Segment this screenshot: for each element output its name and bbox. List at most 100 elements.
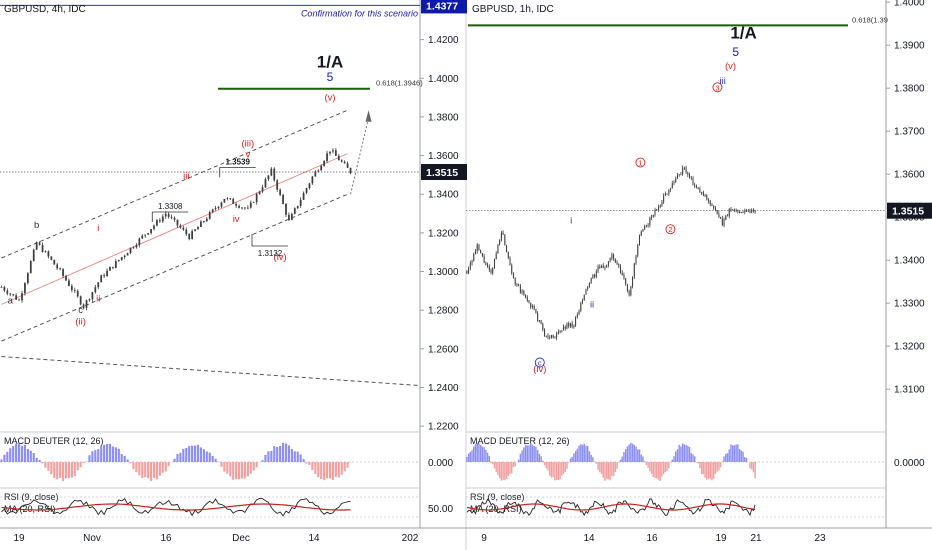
date-label: Dec [232, 533, 250, 544]
candle-body [723, 219, 725, 226]
candle-body [564, 326, 566, 329]
price-level-label: 1.3132 [258, 249, 283, 258]
candle-body [340, 160, 343, 162]
candle-body [246, 207, 249, 209]
confirmation-note: Confirmation for this scenario [301, 8, 418, 18]
candle-body [179, 225, 182, 228]
candle-body [675, 178, 677, 183]
candle-body [497, 244, 499, 254]
candle-body [481, 252, 483, 257]
candle-body [293, 208, 296, 214]
candle-body [749, 210, 751, 213]
price-tick-label: 1.3700 [894, 127, 925, 138]
candle-body [158, 220, 161, 222]
date-label: 14 [308, 533, 320, 544]
rsi-title: RSI (9, close) [4, 492, 59, 502]
candle-body [144, 234, 147, 236]
candle-body [85, 300, 88, 308]
candle-body [343, 161, 346, 164]
candle-body [182, 227, 185, 230]
candle-body [711, 204, 713, 206]
candle-body [129, 247, 132, 254]
candle-body [556, 333, 558, 338]
candle-body [737, 209, 739, 212]
date-label: 14 [583, 533, 595, 544]
wave-circle [635, 157, 646, 168]
candle-body [728, 208, 730, 217]
candle-body [123, 255, 126, 258]
candle-body [604, 267, 606, 269]
price-tick-label: 1.3200 [894, 342, 925, 353]
rsi-title: RSI (9, close) [470, 492, 525, 502]
candle-body [91, 292, 94, 300]
candle-body [252, 202, 255, 203]
wave-label: iii [183, 171, 189, 182]
candle-body [718, 213, 720, 218]
candle-body [476, 244, 478, 252]
candle-body [531, 306, 533, 308]
candle-body [623, 274, 625, 279]
candle-body [103, 275, 106, 277]
candle-body [702, 192, 704, 196]
candle-body [575, 317, 577, 326]
candle-body [535, 309, 537, 314]
candle-body [264, 179, 267, 188]
date-label: 21 [750, 533, 762, 544]
candle-body [576, 314, 578, 318]
right-macd-pane: MACD DEUTER (12, 26) 0.0000 [466, 436, 925, 481]
right-time-axis: 9 14 16 19 21 23 [481, 533, 826, 544]
candle-body [15, 295, 18, 300]
candle-body [706, 195, 708, 200]
left-annotations: 1.35150.618(1.3946)abciii(ii)iiiiv(iii)v… [0, 0, 467, 328]
wave-circle-label: 3 [715, 83, 719, 92]
candle-body [657, 207, 659, 210]
candle-body [588, 283, 590, 288]
candle-body [533, 306, 535, 310]
right-candlestick-series [466, 165, 756, 341]
candle-body [156, 220, 158, 226]
candle-body [507, 252, 509, 258]
candle-body [664, 193, 666, 196]
candle-body [120, 257, 123, 260]
candle-body [745, 210, 748, 212]
date-label: Nov [83, 533, 101, 544]
candle-body [682, 167, 684, 175]
candle-body [32, 249, 35, 261]
candle-body [512, 272, 514, 279]
candle-body [516, 284, 518, 285]
candle-body [205, 218, 208, 222]
wave-label: iii [720, 76, 726, 87]
candle-body [65, 275, 67, 281]
macd-title: MACD DEUTER (12, 26) [470, 436, 570, 446]
candle-body [220, 202, 223, 207]
candle-body [488, 266, 490, 270]
candle-body [713, 205, 715, 209]
candle-body [632, 276, 634, 287]
candle-body [628, 290, 630, 296]
candle-body [214, 208, 217, 210]
macd-title: MACD DEUTER (12, 26) [4, 436, 104, 446]
candle-body [147, 233, 150, 235]
rsi-ma-line [1, 503, 351, 511]
candle-body [153, 225, 155, 230]
candle-body [141, 235, 144, 239]
candle-body [573, 325, 575, 328]
rsi-mid-label: 50.00 [428, 504, 453, 515]
date-label: 9 [481, 533, 487, 544]
candle-body [509, 257, 511, 266]
candle-body [744, 210, 746, 213]
candle-body [106, 270, 108, 277]
candle-body [659, 205, 661, 208]
candle-body [566, 323, 568, 329]
candle-body [547, 335, 549, 338]
rsi-ma-title: MA (20, RSI) [4, 504, 56, 514]
candle-body [523, 291, 525, 296]
candle-body [267, 175, 270, 180]
long-trendline [1, 356, 421, 386]
wave-label: ii [590, 299, 594, 310]
candle-body [594, 274, 596, 277]
candle-body [211, 209, 214, 213]
date-label: 202 [402, 533, 419, 544]
candle-body [542, 323, 544, 330]
wave-5-label: 5 [327, 70, 334, 84]
